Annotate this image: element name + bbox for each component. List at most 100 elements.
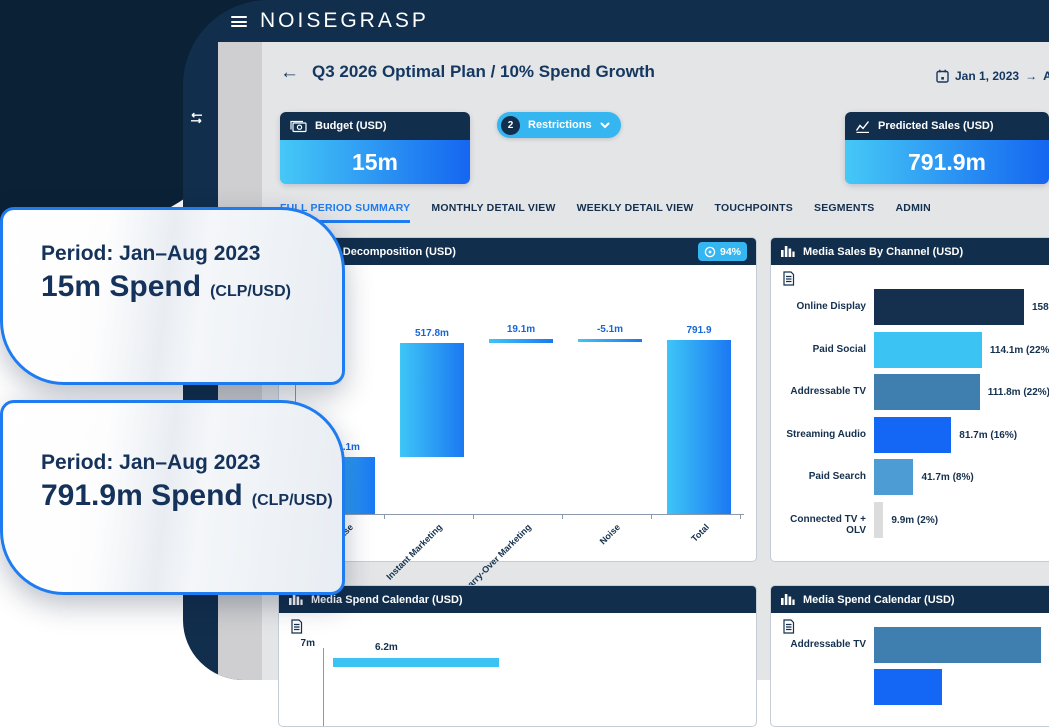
- export-report-icon[interactable]: [290, 619, 303, 634]
- export-report-icon[interactable]: [782, 271, 795, 286]
- tab-monthly-detail-view[interactable]: MONTHLY DETAIL VIEW: [431, 202, 556, 214]
- money-icon: [290, 120, 307, 133]
- channel-label: Streaming Audio: [786, 428, 866, 440]
- date-range-picker[interactable]: Jan 1, 2023 → Au: [936, 69, 1049, 83]
- channel-value-label: 158.6m: [1032, 302, 1049, 313]
- waterfall-bar-carry-over-marketing[interactable]: [489, 339, 553, 344]
- channel-bar-paid-search[interactable]: [874, 459, 914, 495]
- spend-calendar-right-plot: Addressable TV5: [771, 613, 1049, 726]
- x-axis-tick: [562, 514, 563, 519]
- bar-chart-icon: [780, 245, 795, 258]
- tab-full-period-summary[interactable]: FULL PERIOD SUMMARY: [280, 202, 411, 223]
- restrictions-dropdown[interactable]: 2 Restrictions: [497, 112, 621, 138]
- waterfall-value-label: 517.8m: [415, 328, 449, 340]
- budget-value[interactable]: 15m: [280, 140, 470, 184]
- accuracy-badge-value: 94%: [719, 245, 741, 258]
- channel-label: Paid Social: [812, 343, 866, 355]
- spend-bar[interactable]: [874, 627, 1041, 663]
- panel-spend-calendar-right-header: Media Spend Calendar (USD): [771, 586, 1049, 613]
- waterfall-value-label: 791.9: [686, 325, 712, 337]
- panel-title: Media Sales By Channel (USD): [803, 245, 964, 258]
- page-title: Q3 2026 Optimal Plan / 10% Spend Growth: [312, 62, 655, 81]
- x-axis-tick: [384, 514, 385, 519]
- restrictions-count-badge: 2: [501, 115, 520, 135]
- date-range-end: Au: [1043, 69, 1049, 83]
- date-range-arrow: →: [1025, 69, 1038, 83]
- page-header: ← Q3 2026 Optimal Plan / 10% Spend Growt…: [280, 62, 655, 82]
- spend-bar[interactable]: [874, 669, 942, 705]
- channel-label: Paid Search: [808, 471, 866, 482]
- y-axis-tick-label: 7m: [300, 638, 315, 649]
- panel-spend-calendar-left-header: Media Spend Calendar (USD): [279, 586, 756, 613]
- panel-media-sales-by-channel: Media Sales By Channel (USD) Online Disp…: [770, 237, 1049, 562]
- bar-value-label: 6.2m: [375, 642, 398, 653]
- back-button[interactable]: ←: [280, 61, 299, 83]
- predicted-sales-value: 791.9m: [845, 140, 1049, 184]
- panel-title: Media Spend Calendar (USD): [311, 593, 463, 606]
- budget-card-header: Budget (USD): [280, 112, 470, 140]
- waterfall-bar-noise[interactable]: [578, 339, 642, 342]
- channel-label: Connected TV + OLV: [790, 513, 866, 536]
- channel-value-label: 114.1m (22%): [989, 344, 1049, 356]
- accuracy-badge: 94%: [697, 242, 747, 261]
- tab-admin[interactable]: ADMIN: [895, 202, 931, 214]
- channel-bar-online-display[interactable]: [874, 289, 1024, 325]
- date-range-start: Jan 1, 2023: [955, 69, 1020, 83]
- waterfall-bar-total[interactable]: [667, 340, 731, 514]
- channel-value-label: 9.9m (2%): [891, 514, 939, 526]
- channel-value-label: 41.7m (8%): [921, 472, 974, 483]
- waterfall-value-label: -5.1m: [596, 324, 624, 336]
- tab-touchpoints[interactable]: TOUCHPOINTS: [714, 202, 793, 214]
- tab-bar: FULL PERIOD SUMMARY MONTHLY DETAIL VIEW WE…: [280, 202, 931, 223]
- channel-value-label: 111.8m (22%): [987, 387, 1049, 398]
- bar-chart-icon: [288, 593, 303, 606]
- app-logo: NOISEGRASP: [260, 9, 429, 32]
- chevron-down-icon: [600, 122, 610, 129]
- predicted-sales-card: Predicted Sales (USD) 791.9m: [845, 112, 1049, 184]
- waterfall-value-label: 19.1m: [506, 324, 536, 336]
- channel-bar-paid-social[interactable]: [874, 331, 982, 368]
- line-chart-icon: [855, 120, 870, 133]
- sidebar-expand-icon[interactable]: [188, 112, 205, 124]
- export-report-icon[interactable]: [782, 619, 795, 634]
- media-sales-plot: Online Display 158.6m Paid Social 114.1m (2…: [771, 265, 1049, 561]
- panel-sales-decomposition: Sales Decomposition (USD) 94% 400m260.1m…: [263, 237, 757, 594]
- bar-chart-icon: [780, 593, 795, 606]
- spend-calendar-bar[interactable]: [333, 658, 499, 667]
- x-axis-line: [295, 514, 744, 515]
- tooltip-period: Period: Jan–Aug 2023: [41, 451, 261, 474]
- channel-label: Online Display: [796, 301, 866, 312]
- panel-title: Media Spend Calendar (USD): [803, 593, 955, 606]
- tooltip-card-budget: Period: Jan–Aug 2023 15m Spend (CLP/USD): [0, 207, 345, 385]
- panel-media-sales-header: Media Sales By Channel (USD): [771, 238, 1049, 265]
- predicted-sales-card-header: Predicted Sales (USD): [845, 112, 1049, 140]
- tooltip-unit: (CLP/USD): [210, 283, 291, 300]
- calendar-icon: [936, 69, 949, 83]
- channel-bar-addressable-tv[interactable]: [874, 374, 980, 410]
- panel-sales-decomposition-header: Sales Decomposition (USD) 94%: [279, 238, 756, 265]
- tooltip-unit: (CLP/USD): [251, 492, 333, 509]
- tooltip-value: 791.9m Spend: [41, 479, 243, 512]
- tab-segments[interactable]: SEGMENTS: [813, 202, 875, 214]
- tooltip-value: 15m Spend: [41, 270, 202, 303]
- predicted-sales-label: Predicted Sales (USD): [878, 120, 994, 132]
- tooltip-period: Period: Jan–Aug 2023: [41, 242, 261, 265]
- x-axis-tick: [651, 514, 652, 519]
- panel-media-spend-calendar-right: Media Spend Calendar (USD) Addressable T…: [770, 585, 1049, 727]
- channel-label: Addressable TV: [790, 639, 866, 650]
- budget-label: Budget (USD): [315, 120, 387, 132]
- hamburger-menu-icon[interactable]: [231, 16, 247, 28]
- restrictions-label: Restrictions: [528, 119, 592, 131]
- tab-weekly-detail-view[interactable]: WEEKLY DETAIL VIEW: [576, 202, 694, 214]
- panel-title: Sales Decomposition (USD): [311, 245, 456, 258]
- channel-label: Addressable TV: [790, 386, 866, 397]
- tooltip-card-predicted-sales: Period: Jan–Aug 2023 791.9m Spend (CLP/U…: [0, 400, 345, 595]
- x-axis-tick: [473, 514, 474, 519]
- channel-bar-streaming-audio[interactable]: [874, 416, 952, 453]
- waterfall-bar-instant-marketing[interactable]: [400, 343, 464, 457]
- channel-value-label: 81.7m (16%): [959, 429, 1018, 441]
- channel-bar-connected-tv---olv[interactable]: [874, 501, 884, 538]
- budget-card: Budget (USD) 15m: [280, 112, 470, 184]
- panel-media-spend-calendar-left: Media Spend Calendar (USD) 7m 6.2m: [278, 585, 757, 727]
